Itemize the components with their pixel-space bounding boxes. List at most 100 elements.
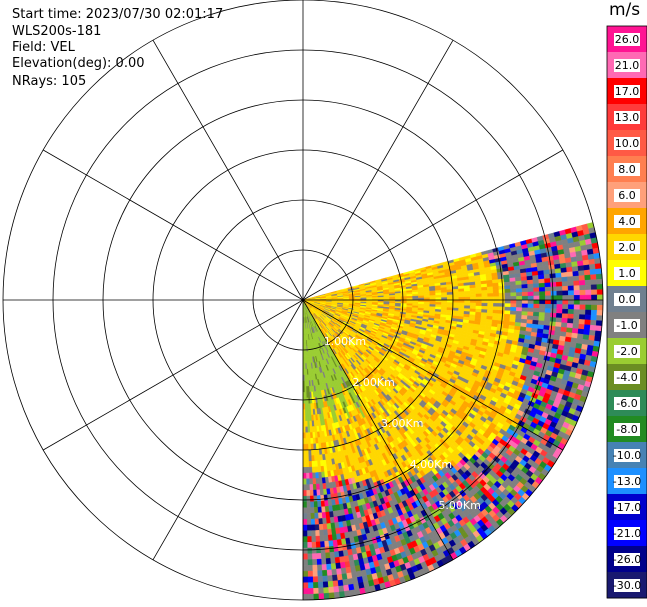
- velocity-cell: [475, 296, 482, 301]
- velocity-cell: [550, 286, 557, 292]
- velocity-cell: [481, 290, 488, 295]
- velocity-cell: [481, 305, 488, 310]
- velocity-cell: [567, 276, 574, 282]
- velocity-cell: [590, 314, 598, 321]
- velocity-cell: [567, 304, 575, 310]
- velocity-cell: [539, 303, 546, 309]
- velocity-cell: [510, 288, 517, 294]
- velocity-cell: [579, 289, 586, 296]
- velocity-cell: [585, 289, 592, 296]
- velocity-cell: [475, 299, 482, 304]
- velocity-cell: [538, 287, 546, 292]
- velocity-cell: [435, 294, 442, 298]
- velocity-cell: [556, 308, 563, 314]
- velocity-cell: [498, 303, 506, 308]
- velocity-cell: [548, 268, 556, 275]
- velocity-cell: [487, 289, 494, 294]
- velocity-cell: [441, 302, 448, 306]
- velocity-cell: [521, 303, 529, 309]
- velocity-cell: [480, 283, 488, 288]
- velocity-cell: [521, 284, 528, 289]
- velocity-cell: [487, 306, 494, 311]
- velocity-cell: [527, 311, 534, 317]
- velocity-cell: [516, 295, 523, 301]
- velocity-cell: [504, 296, 511, 301]
- velocity-cell: [504, 310, 511, 315]
- velocity-cell: [537, 274, 545, 280]
- velocity-cell: [498, 310, 505, 315]
- velocity-cell: [498, 296, 506, 301]
- velocity-cell: [573, 299, 581, 306]
- velocity-cell: [597, 294, 604, 301]
- velocity-cell: [533, 291, 540, 297]
- velocity-cell: [562, 304, 569, 310]
- velocity-cell: [549, 317, 557, 323]
- velocity-cell: [562, 285, 569, 292]
- velocity-cell: [533, 307, 540, 313]
- velocity-cell: [538, 308, 546, 313]
- velocity-cell: [556, 304, 563, 310]
- velocity-cell: [589, 263, 596, 271]
- velocity-cell: [596, 315, 603, 322]
- velocity-cell: [463, 288, 471, 292]
- velocity-cell: [549, 273, 557, 279]
- velocity-cell: [464, 305, 471, 310]
- velocity-cell: [458, 296, 465, 301]
- velocity-cell: [587, 253, 595, 261]
- velocity-cell: [578, 280, 586, 286]
- velocity-cell: [510, 296, 517, 301]
- velocity-cell: [554, 268, 562, 274]
- velocity-cell: [475, 302, 483, 307]
- velocity-cell: [475, 287, 482, 292]
- velocity-cell: [584, 314, 592, 321]
- velocity-cell: [504, 285, 511, 290]
- velocity-cell: [527, 287, 534, 293]
- velocity-cell: [464, 299, 471, 304]
- velocity-cell: [585, 309, 592, 316]
- velocity-cell: [487, 293, 494, 298]
- velocity-cell: [595, 268, 603, 275]
- velocity-cell: [532, 283, 540, 289]
- velocity-cell: [544, 291, 552, 297]
- velocity-cell: [458, 291, 465, 295]
- velocity-cell: [544, 316, 551, 322]
- velocity-cell: [550, 304, 558, 310]
- velocity-cell: [469, 290, 477, 295]
- velocity-cell: [515, 310, 523, 316]
- velocity-cell: [486, 283, 494, 288]
- velocity-cell: [486, 286, 494, 291]
- velocity-cell: [452, 297, 460, 301]
- velocity-cell: [441, 292, 448, 296]
- velocity-cell: [562, 308, 569, 315]
- velocity-cell: [590, 309, 598, 316]
- velocity-cell: [556, 286, 563, 292]
- velocity-cell: [577, 265, 585, 272]
- velocity-cell: [590, 274, 597, 281]
- velocity-cell: [498, 285, 505, 290]
- velocity-cell: [458, 305, 465, 309]
- velocity-cell: [582, 259, 590, 266]
- velocity-cell: [579, 304, 586, 311]
- velocity-cell: [545, 295, 552, 301]
- velocity-cell: [595, 273, 603, 280]
- velocity-cell: [469, 287, 477, 292]
- velocity-cell: [572, 318, 580, 325]
- velocity-cell: [556, 299, 563, 305]
- velocity-cell: [458, 302, 465, 306]
- velocity-cell: [492, 309, 500, 314]
- velocity-cell: [464, 302, 471, 307]
- velocity-cell: [516, 303, 523, 308]
- velocity-cell: [441, 294, 448, 298]
- velocity-cell: [568, 299, 575, 305]
- velocity-cell: [492, 289, 500, 294]
- velocity-cell: [591, 289, 598, 296]
- velocity-cell: [533, 303, 540, 309]
- velocity-cell: [567, 309, 575, 315]
- velocity-cell: [498, 282, 505, 287]
- velocity-cell: [492, 286, 500, 291]
- velocity-cell: [504, 288, 511, 294]
- velocity-cell: [452, 302, 459, 306]
- velocity-cell: [585, 294, 592, 301]
- velocity-cell: [475, 305, 482, 310]
